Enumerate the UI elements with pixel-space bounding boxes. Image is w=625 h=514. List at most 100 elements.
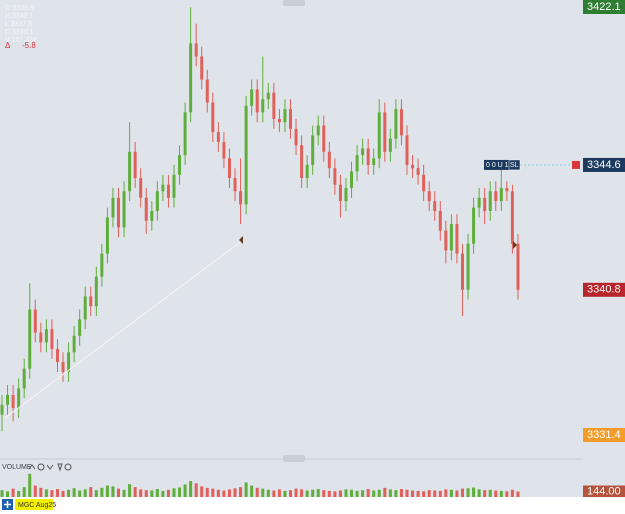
- candle-body: [172, 174, 176, 198]
- candle-body: [155, 191, 159, 211]
- candle-body: [449, 224, 453, 251]
- order-type: SL: [510, 162, 519, 169]
- top-handle[interactable]: [283, 0, 305, 6]
- volume-bar: [494, 490, 498, 497]
- volume-bar: [222, 490, 226, 497]
- tab-label: MGC Aug25: [18, 502, 56, 509]
- volume-bar: [444, 489, 448, 497]
- volume-bar: [94, 490, 98, 497]
- overlay-layer: 3422.1 3331.4 0 0 U 1 SL 3344.6 3340.8 144.00: [484, 0, 625, 498]
- low-flag-box: [583, 428, 625, 442]
- candle-body: [239, 191, 243, 205]
- candle-body: [510, 191, 514, 244]
- trend-line[interactable]: [4, 239, 244, 419]
- candle-body: [294, 128, 298, 146]
- candle-body: [183, 112, 187, 156]
- candle-body: [322, 125, 326, 152]
- candle-body: [460, 253, 464, 290]
- volume-bar: [460, 488, 464, 497]
- volume-bar: [344, 489, 348, 497]
- candle-body: [227, 158, 231, 179]
- candle-body: [272, 92, 276, 119]
- candle-body: [261, 99, 265, 113]
- low-flag: 3331.4: [587, 429, 621, 441]
- volume-bar: [211, 488, 215, 497]
- candle-body: [61, 362, 65, 372]
- candle-body: [416, 168, 420, 175]
- pane-handle[interactable]: [283, 455, 305, 462]
- candle-body: [28, 309, 32, 369]
- volume-bar: [322, 490, 326, 497]
- volume-bar: [350, 489, 354, 497]
- volume-bar: [449, 489, 453, 497]
- volume-bar: [161, 490, 165, 497]
- candle-body: [289, 109, 292, 129]
- volume-bar: [200, 486, 204, 497]
- candle-body: [483, 197, 487, 211]
- candle-body: [22, 368, 26, 389]
- candle-body: [144, 197, 148, 221]
- candle-body: [399, 109, 403, 136]
- bottom-bar: [0, 497, 625, 514]
- candle-body: [122, 191, 126, 228]
- volume-bar: [394, 490, 398, 497]
- volume-bar: [300, 489, 304, 497]
- volume-bar: [333, 491, 337, 497]
- candle-body: [72, 335, 76, 353]
- candle-body: [17, 388, 21, 409]
- candle-body: [277, 118, 281, 123]
- candle-body: [39, 332, 43, 343]
- candle-body: [338, 184, 342, 202]
- candle-body: [83, 296, 87, 320]
- candle-body: [505, 187, 509, 192]
- volume-bar: [39, 487, 43, 497]
- volume-bar: [6, 491, 10, 497]
- volume-bar: [488, 489, 492, 497]
- info-line: C 3340.1: [5, 29, 34, 36]
- volume-bar: [388, 489, 392, 497]
- candle-body: [383, 112, 387, 152]
- order-label: 0 0 U 1: [486, 162, 509, 169]
- cancel-order[interactable]: [572, 160, 580, 169]
- candle-body: [6, 394, 10, 405]
- instrument-tab[interactable]: [15, 499, 53, 510]
- plus-icon: [4, 501, 11, 508]
- candle-body: [488, 191, 492, 211]
- volume-bar: [399, 489, 403, 497]
- last-price-flag: 3340.8: [587, 284, 621, 296]
- candle-body: [11, 394, 15, 409]
- volume-bar: [338, 490, 342, 497]
- candle-body: [405, 135, 409, 165]
- candle-body: [516, 243, 520, 290]
- volume-bar: [250, 485, 254, 497]
- volume-bar: [150, 490, 154, 497]
- volume-bar: [128, 484, 132, 497]
- candle-body: [139, 178, 143, 198]
- candle-body: [372, 158, 376, 165]
- candle-body: [33, 309, 37, 333]
- candle-body: [411, 164, 415, 169]
- volume-bar: [499, 490, 503, 497]
- candle-body: [105, 217, 109, 254]
- volume-bar: [100, 487, 104, 497]
- volume-bar: [416, 490, 420, 497]
- candle-body: [455, 224, 459, 254]
- volume-bar: [366, 489, 370, 497]
- candle-body: [427, 191, 431, 202]
- volume-tools[interactable]: [28, 463, 72, 472]
- candle-body: [266, 92, 270, 100]
- volume-flag: 144.00: [587, 485, 621, 497]
- volume-bar: [33, 485, 37, 497]
- volume-bar: [11, 488, 15, 497]
- info-line: O 3338.9: [5, 5, 34, 12]
- candle-body: [350, 171, 354, 188]
- volume-bar: [372, 490, 376, 497]
- candle-body: [194, 43, 198, 57]
- volume-bar: [438, 490, 442, 497]
- candle-body: [433, 201, 437, 211]
- candle-body: [466, 243, 470, 290]
- marks-layer: [0, 7, 520, 497]
- volume-bar: [227, 489, 231, 497]
- volume-bar: [327, 490, 331, 497]
